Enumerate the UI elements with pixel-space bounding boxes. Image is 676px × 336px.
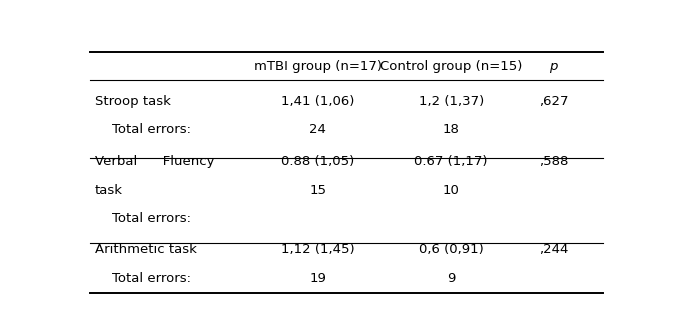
Text: p: p bbox=[549, 60, 558, 73]
Text: mTBI group (n=17): mTBI group (n=17) bbox=[254, 60, 382, 73]
Text: 0.67 (1,17): 0.67 (1,17) bbox=[414, 156, 488, 168]
Text: 19: 19 bbox=[309, 272, 326, 285]
Text: 0,6 (0,91): 0,6 (0,91) bbox=[419, 243, 483, 256]
Text: 18: 18 bbox=[443, 123, 460, 136]
Text: Total errors:: Total errors: bbox=[95, 123, 191, 136]
Text: Verbal      Fluency: Verbal Fluency bbox=[95, 156, 214, 168]
Text: ,588: ,588 bbox=[539, 156, 568, 168]
Text: Total errors:: Total errors: bbox=[95, 212, 191, 225]
Text: Control group (n=15): Control group (n=15) bbox=[380, 60, 523, 73]
Text: Arithmetic task: Arithmetic task bbox=[95, 243, 197, 256]
Text: 24: 24 bbox=[309, 123, 326, 136]
Text: ,244: ,244 bbox=[539, 243, 568, 256]
Text: 10: 10 bbox=[443, 184, 460, 197]
Text: 1,41 (1,06): 1,41 (1,06) bbox=[281, 95, 354, 108]
Text: Total errors:: Total errors: bbox=[95, 272, 191, 285]
Text: Stroop task: Stroop task bbox=[95, 95, 171, 108]
Text: 15: 15 bbox=[309, 184, 326, 197]
Text: task: task bbox=[95, 184, 123, 197]
Text: 1,2 (1,37): 1,2 (1,37) bbox=[418, 95, 484, 108]
Text: 0.88 (1,05): 0.88 (1,05) bbox=[281, 156, 354, 168]
Text: 9: 9 bbox=[447, 272, 456, 285]
Text: ,627: ,627 bbox=[539, 95, 568, 108]
Text: 1,12 (1,45): 1,12 (1,45) bbox=[281, 243, 354, 256]
